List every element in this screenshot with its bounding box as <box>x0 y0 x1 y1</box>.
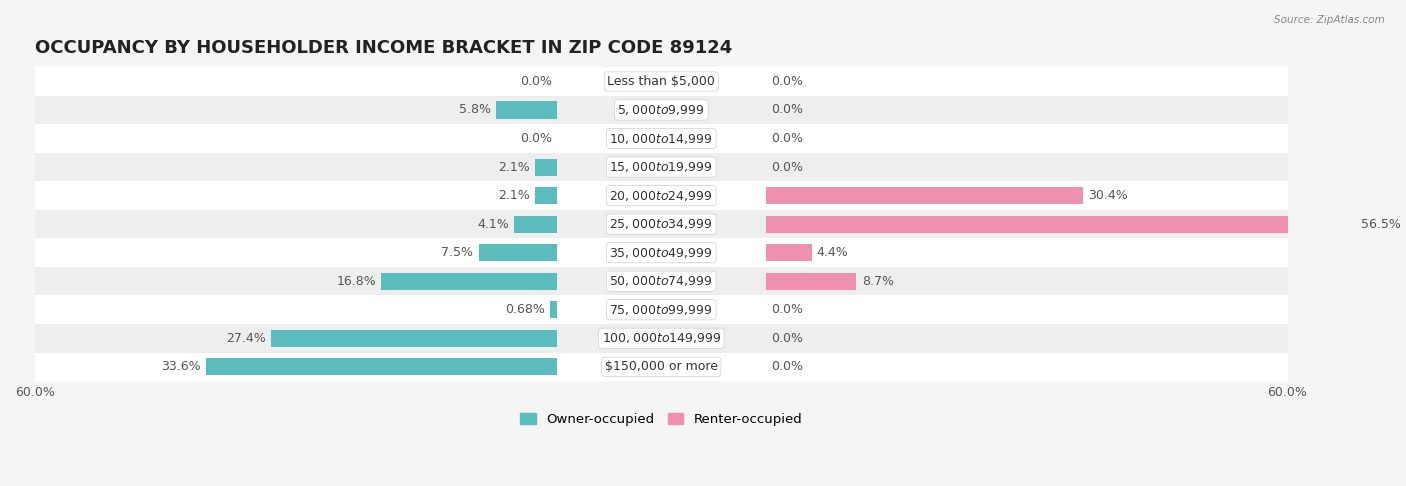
Bar <box>207 358 557 375</box>
Bar <box>35 239 1288 267</box>
Text: 33.6%: 33.6% <box>162 360 201 373</box>
Text: 0.0%: 0.0% <box>520 132 551 145</box>
Bar <box>35 67 1288 96</box>
Bar <box>550 301 557 318</box>
Text: 30.4%: 30.4% <box>1088 189 1128 202</box>
Bar <box>515 216 557 233</box>
Text: 2.1%: 2.1% <box>498 189 530 202</box>
Bar <box>35 124 1288 153</box>
Bar <box>35 153 1288 181</box>
Bar <box>766 273 856 290</box>
Text: 0.0%: 0.0% <box>520 75 551 88</box>
Text: $35,000 to $49,999: $35,000 to $49,999 <box>609 245 713 260</box>
Text: Source: ZipAtlas.com: Source: ZipAtlas.com <box>1274 15 1385 25</box>
Text: $10,000 to $14,999: $10,000 to $14,999 <box>609 132 713 145</box>
Bar <box>35 324 1288 352</box>
Bar <box>35 181 1288 210</box>
Bar <box>496 102 557 119</box>
Text: 8.7%: 8.7% <box>862 275 894 288</box>
Text: $15,000 to $19,999: $15,000 to $19,999 <box>609 160 713 174</box>
Bar <box>35 210 1288 239</box>
Text: $100,000 to $149,999: $100,000 to $149,999 <box>602 331 721 345</box>
Text: 5.8%: 5.8% <box>460 104 491 117</box>
Bar <box>35 295 1288 324</box>
Bar <box>271 330 557 347</box>
Text: 0.0%: 0.0% <box>770 104 803 117</box>
Text: 0.0%: 0.0% <box>770 160 803 174</box>
Text: $150,000 or more: $150,000 or more <box>605 360 717 373</box>
Text: $5,000 to $9,999: $5,000 to $9,999 <box>617 103 704 117</box>
Text: 0.0%: 0.0% <box>770 303 803 316</box>
Bar <box>766 244 811 261</box>
Bar <box>534 187 557 204</box>
Text: 4.4%: 4.4% <box>817 246 849 259</box>
Bar <box>478 244 557 261</box>
Text: 16.8%: 16.8% <box>336 275 377 288</box>
Bar <box>381 273 557 290</box>
Text: 0.0%: 0.0% <box>770 75 803 88</box>
Bar <box>766 216 1355 233</box>
Text: 4.1%: 4.1% <box>477 218 509 231</box>
Text: 56.5%: 56.5% <box>1361 218 1400 231</box>
Text: $20,000 to $24,999: $20,000 to $24,999 <box>609 189 713 203</box>
Text: $75,000 to $99,999: $75,000 to $99,999 <box>609 303 713 317</box>
Bar <box>534 158 557 175</box>
Text: 0.0%: 0.0% <box>770 132 803 145</box>
Text: 2.1%: 2.1% <box>498 160 530 174</box>
Bar <box>35 352 1288 381</box>
Text: 0.68%: 0.68% <box>505 303 544 316</box>
Legend: Owner-occupied, Renter-occupied: Owner-occupied, Renter-occupied <box>515 407 808 431</box>
Bar <box>766 187 1083 204</box>
Text: 7.5%: 7.5% <box>441 246 474 259</box>
Text: $50,000 to $74,999: $50,000 to $74,999 <box>609 274 713 288</box>
Bar <box>35 267 1288 295</box>
Text: Less than $5,000: Less than $5,000 <box>607 75 716 88</box>
Text: 27.4%: 27.4% <box>226 332 266 345</box>
Bar <box>35 96 1288 124</box>
Text: OCCUPANCY BY HOUSEHOLDER INCOME BRACKET IN ZIP CODE 89124: OCCUPANCY BY HOUSEHOLDER INCOME BRACKET … <box>35 39 733 57</box>
Text: 0.0%: 0.0% <box>770 360 803 373</box>
Text: 0.0%: 0.0% <box>770 332 803 345</box>
Text: $25,000 to $34,999: $25,000 to $34,999 <box>609 217 713 231</box>
